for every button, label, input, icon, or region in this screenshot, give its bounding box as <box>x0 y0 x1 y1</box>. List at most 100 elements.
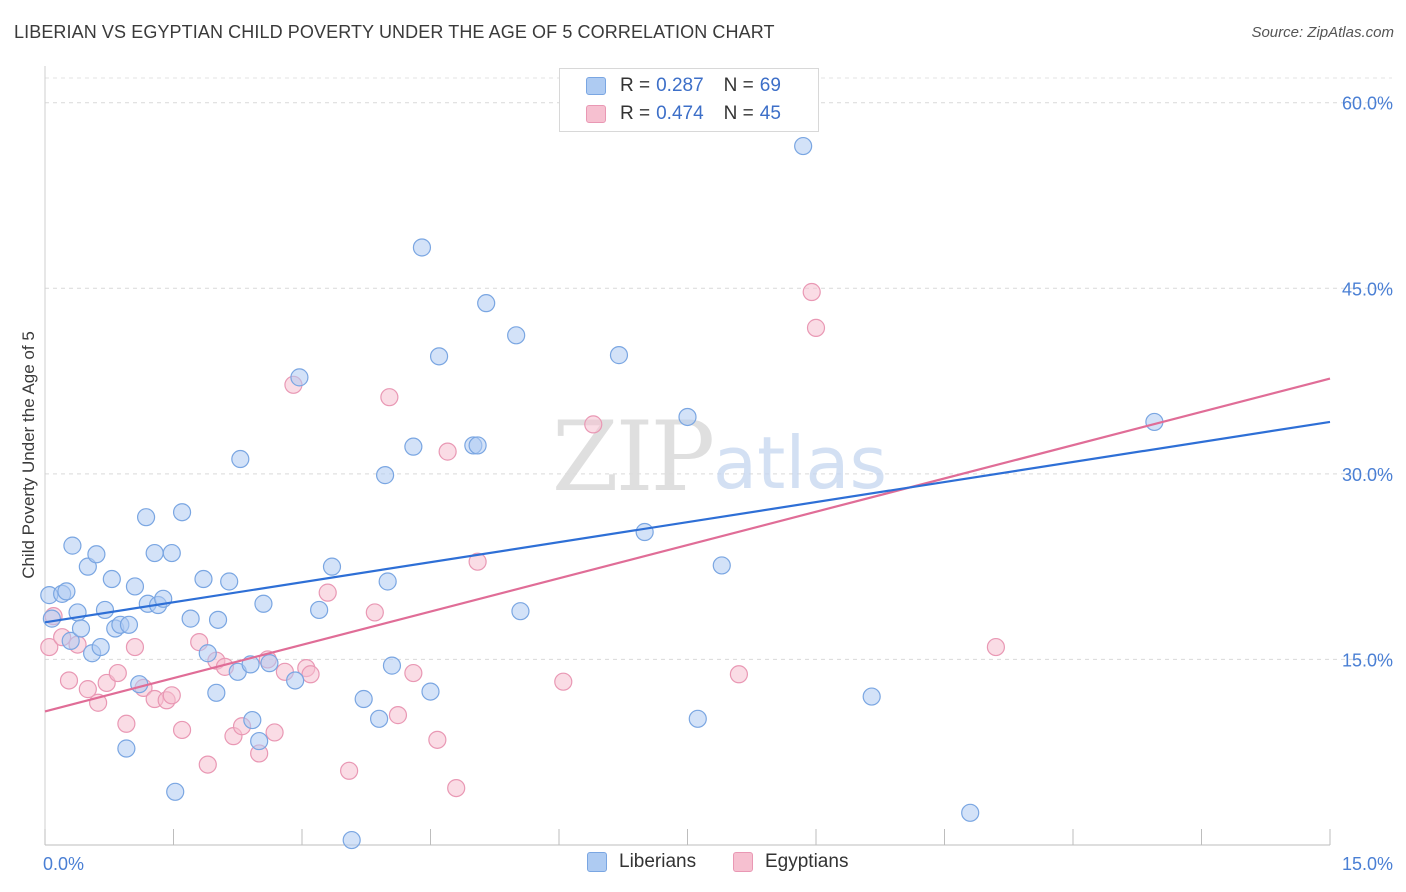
liberian-point <box>61 631 80 650</box>
liberian-point <box>208 610 228 629</box>
liberian-point <box>78 557 97 576</box>
liberian-point <box>119 615 139 634</box>
egyptian-point <box>162 686 181 705</box>
liberian-point <box>102 569 121 589</box>
liberian-point <box>198 644 217 663</box>
liberian-point <box>250 731 269 751</box>
bottom-legend-liberians: Liberians <box>587 851 696 873</box>
egyptians-points <box>40 282 1006 798</box>
y-tick-label: 45.0% <box>1342 279 1393 299</box>
egyptian-point <box>584 415 603 434</box>
axes <box>44 66 1331 846</box>
egyptian-point <box>428 730 447 749</box>
liberian-point <box>117 739 136 758</box>
liberian-point <box>243 710 262 730</box>
liberian-point <box>678 407 697 427</box>
y-tick-labels: 15.0% 30.0% 45.0% 60.0% <box>1342 94 1393 671</box>
liberian-point <box>172 503 192 522</box>
egyptian-point <box>380 388 399 407</box>
liberian-point <box>477 294 496 313</box>
liberian-point <box>207 683 226 702</box>
egyptian-point <box>802 282 821 302</box>
liberian-point <box>130 675 149 694</box>
y-axis-label: Child Poverty Under the Age of 5 <box>19 331 38 579</box>
egyptian-point <box>554 672 573 691</box>
bottom-legend-egyptians: Egyptians <box>733 851 848 873</box>
legend-n-label: N = <box>723 75 754 96</box>
egyptian-point <box>78 680 97 699</box>
liberian-point <box>370 709 389 728</box>
liberian-point <box>511 602 530 621</box>
x-tick-label: 0.0% <box>43 854 84 874</box>
liberian-point <box>87 545 106 564</box>
liberian-point <box>375 466 395 485</box>
legend-r-value: 0.287 <box>656 75 704 96</box>
legend-r-value: 0.474 <box>656 103 704 124</box>
egyptian-point <box>40 637 59 657</box>
liberian-point <box>42 609 61 628</box>
liberian-point <box>382 656 402 675</box>
liberian-point <box>404 437 423 456</box>
egyptian-point <box>117 714 136 733</box>
liberian-point <box>220 572 239 591</box>
egyptian-point <box>365 603 384 622</box>
liberian-point <box>412 238 432 257</box>
liberian-point <box>231 449 250 469</box>
legend-row-egyptians: R = 0.474 N = 45 <box>586 101 781 127</box>
y-tick-label: 30.0% <box>1342 465 1393 485</box>
liberian-point <box>421 682 440 701</box>
liberian-point <box>688 709 707 728</box>
egyptian-point <box>806 318 826 337</box>
liberian-point <box>794 136 813 156</box>
liberian-point <box>507 326 526 345</box>
bottom-legend: Liberians Egyptians <box>0 851 1406 877</box>
egyptian-point <box>172 720 192 740</box>
legend: R = 0.287 N = 69 R = 0.474 N = 45 <box>559 68 819 132</box>
liberian-point <box>609 346 629 365</box>
egyptian-point <box>198 755 217 774</box>
egyptian-point <box>59 671 79 690</box>
liberians-trend-line <box>44 420 1331 624</box>
liberian-point <box>378 572 397 591</box>
watermark-atlas: atlas <box>713 421 887 505</box>
liberian-point <box>162 543 181 563</box>
liberian-point <box>862 687 881 706</box>
liberian-point <box>145 543 164 563</box>
x-tick-labels: 0.0% 15.0% <box>43 854 1393 874</box>
bottom-legend-liberians-label: Liberians <box>619 851 697 872</box>
liberian-point <box>125 577 145 596</box>
egyptian-point <box>447 778 466 798</box>
legend-n-value: 45 <box>759 103 781 124</box>
egyptian-point <box>468 552 487 571</box>
egyptian-point <box>108 663 127 683</box>
legend-r-label: R = <box>620 75 651 96</box>
egyptian-point <box>986 637 1006 657</box>
y-tick-label: 15.0% <box>1342 650 1393 670</box>
liberian-point <box>468 436 487 455</box>
liberians-swatch <box>586 77 606 95</box>
liberian-point <box>166 782 185 801</box>
liberian-point <box>136 508 156 527</box>
source-credit: Source: ZipAtlas.com <box>1251 24 1394 41</box>
liberian-point <box>260 654 279 673</box>
liberian-point <box>310 600 329 620</box>
liberian-point <box>429 347 449 366</box>
liberian-point <box>635 522 654 542</box>
egyptian-point <box>318 583 337 602</box>
trend-lines <box>44 377 1331 713</box>
liberian-point <box>95 600 115 620</box>
legend-n-value: 69 <box>759 75 781 96</box>
egyptian-point <box>388 706 408 725</box>
liberian-point <box>286 671 305 690</box>
liberian-point <box>63 536 82 555</box>
egyptian-point <box>301 665 320 684</box>
legend-n-label: N = <box>723 103 754 124</box>
egyptians-trend-line <box>44 377 1331 713</box>
legend-row-liberians: R = 0.287 N = 69 <box>586 73 781 99</box>
liberian-point <box>254 594 273 613</box>
liberian-point <box>71 619 91 638</box>
liberian-point <box>290 368 309 387</box>
liberian-point <box>322 557 342 576</box>
liberian-point <box>961 803 980 822</box>
